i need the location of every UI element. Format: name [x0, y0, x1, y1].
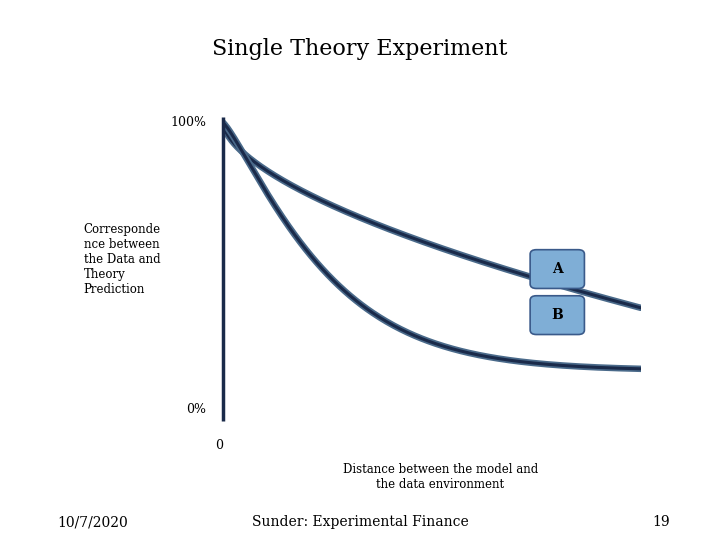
Text: Single Theory Experiment: Single Theory Experiment	[212, 38, 508, 60]
Text: Distance between the model and
the data environment: Distance between the model and the data …	[343, 463, 538, 491]
Text: 19: 19	[652, 515, 670, 529]
Text: 10/7/2020: 10/7/2020	[58, 515, 128, 529]
Text: 0: 0	[215, 439, 223, 452]
Text: A: A	[552, 262, 562, 276]
FancyBboxPatch shape	[530, 296, 585, 334]
Text: 0%: 0%	[186, 403, 207, 416]
FancyBboxPatch shape	[530, 249, 585, 288]
Text: 100%: 100%	[171, 117, 207, 130]
Text: Corresponde
nce between
the Data and
Theory
Prediction: Corresponde nce between the Data and The…	[84, 222, 161, 296]
Text: Sunder: Experimental Finance: Sunder: Experimental Finance	[251, 515, 469, 529]
Text: B: B	[552, 308, 563, 322]
